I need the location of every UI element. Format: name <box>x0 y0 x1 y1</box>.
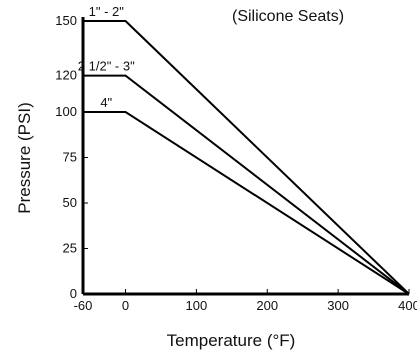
y-tick-label: 0 <box>70 286 77 301</box>
chart-subtitle: (Silicone Seats) <box>232 8 344 25</box>
x-tick-label: 0 <box>122 298 129 313</box>
y-tick-label: 75 <box>63 150 77 165</box>
y-tick-label: 100 <box>55 104 77 119</box>
series-label: 2 1/2" - 3" <box>78 59 135 74</box>
x-tick-label: 200 <box>256 298 278 313</box>
series-lines <box>83 20 410 295</box>
y-tick-label: 50 <box>63 195 77 210</box>
series-line <box>83 74 410 295</box>
series-label: 1" - 2" <box>89 4 125 19</box>
series-line <box>83 111 410 295</box>
series-line <box>83 20 410 295</box>
y-tick-label: 120 <box>55 68 77 83</box>
axes <box>81 17 409 296</box>
x-axis-ticks: -60 0 100 200 300 400 <box>74 289 417 313</box>
y-tick-label: 150 <box>55 13 77 28</box>
x-axis-title: Temperature (°F) <box>167 331 296 350</box>
x-tick-label: 100 <box>186 298 208 313</box>
y-axis-ticks: 0 25 50 75 100 120 150 <box>55 13 88 301</box>
x-tick-label: 400 <box>398 298 417 313</box>
x-tick-label: -60 <box>74 298 93 313</box>
series-labels: 1" - 2" 2 1/2" - 3" 4" <box>78 4 135 110</box>
y-tick-label: 25 <box>63 241 77 256</box>
x-tick-label: 300 <box>327 298 349 313</box>
y-axis-title: Pressure (PSI) <box>15 102 34 213</box>
series-label: 4" <box>100 95 112 110</box>
